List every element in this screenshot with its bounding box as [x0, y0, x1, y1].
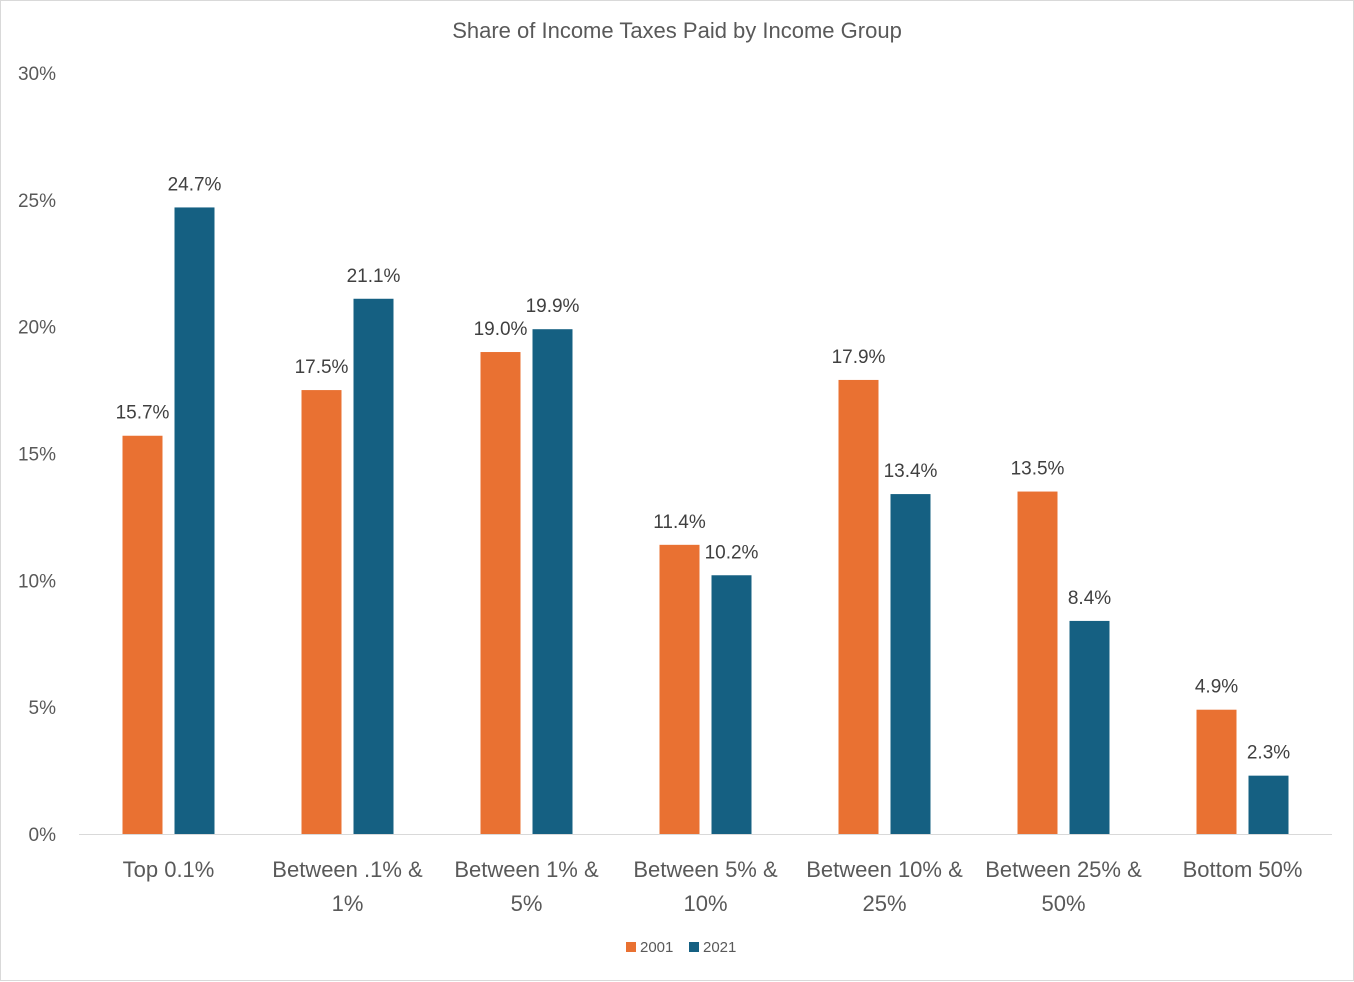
x-tick-label: Between 10% & — [806, 857, 963, 882]
data-label: 17.5% — [295, 357, 349, 378]
bar-2021-5 — [890, 494, 931, 834]
legend-label: 2001 — [640, 939, 673, 956]
y-tick-label: 0% — [29, 825, 57, 846]
data-label: 19.0% — [474, 319, 528, 340]
bar-2021-4 — [711, 575, 752, 834]
x-tick-label: 50% — [1041, 891, 1085, 916]
x-tick-label: Between 25% & — [985, 857, 1142, 882]
y-tick-label: 5% — [29, 698, 57, 719]
y-axis: 0% 5% 10% 15% 20% 25% 30% — [18, 64, 56, 846]
y-tick-label: 10% — [18, 571, 56, 592]
x-tick-label: 1% — [332, 891, 364, 916]
data-label: 13.4% — [884, 461, 938, 482]
bar-2001-3 — [480, 352, 521, 834]
data-label: 24.7% — [168, 174, 222, 195]
bar-2001-6 — [1017, 491, 1058, 834]
bar-2021-7 — [1248, 775, 1289, 834]
plot-area: 15.7% 17.5% 19.0% 11.4% 17.9% 13.5% 4.9% 24.7% 2… — [116, 174, 1290, 835]
x-tick-label: Between 1% & — [454, 857, 599, 882]
bar-2001-2 — [301, 390, 342, 834]
x-tick-label: 5% — [511, 891, 543, 916]
x-tick-label: Bottom 50% — [1183, 857, 1303, 882]
data-label: 4.9% — [1195, 677, 1238, 698]
bar-2001-7 — [1196, 709, 1237, 834]
bar-2021-1 — [174, 207, 215, 834]
y-tick-label: 30% — [18, 64, 56, 85]
bar-2021-2 — [353, 298, 394, 835]
data-label: 2.3% — [1247, 743, 1290, 764]
legend-swatch-2021 — [689, 942, 699, 952]
bar-2021-3 — [532, 329, 573, 834]
y-tick-label: 15% — [18, 445, 56, 466]
data-label: 10.2% — [705, 542, 759, 563]
x-tick-label: Between .1% & — [272, 857, 423, 882]
data-label: 13.5% — [1011, 459, 1065, 480]
bar-2021-6 — [1069, 620, 1110, 834]
legend-swatch-2001 — [626, 942, 636, 952]
x-tick-label: 25% — [862, 891, 906, 916]
data-label: 17.9% — [832, 347, 886, 368]
y-tick-label: 25% — [18, 191, 56, 212]
bar-2001-1 — [122, 435, 163, 834]
x-tick-label: Top 0.1% — [123, 857, 215, 882]
x-tick-label: Between 5% & — [633, 857, 778, 882]
data-label: 21.1% — [347, 266, 401, 287]
bar-2001-4 — [659, 544, 700, 834]
legend: 2001 2021 — [626, 939, 736, 956]
data-label: 19.9% — [526, 296, 580, 317]
x-axis: Top 0.1% Between .1% & 1% Between 1% & 5% Bet… — [79, 834, 1332, 916]
chart-title: Share of Income Taxes Paid by Income Gro… — [452, 18, 902, 43]
data-label: 8.4% — [1068, 588, 1111, 609]
bar-2001-5 — [838, 379, 879, 834]
x-tick-label: 10% — [683, 891, 727, 916]
y-tick-label: 20% — [18, 318, 56, 339]
data-label: 15.7% — [116, 403, 170, 424]
legend-label: 2021 — [703, 939, 736, 956]
data-label: 11.4% — [653, 512, 706, 533]
